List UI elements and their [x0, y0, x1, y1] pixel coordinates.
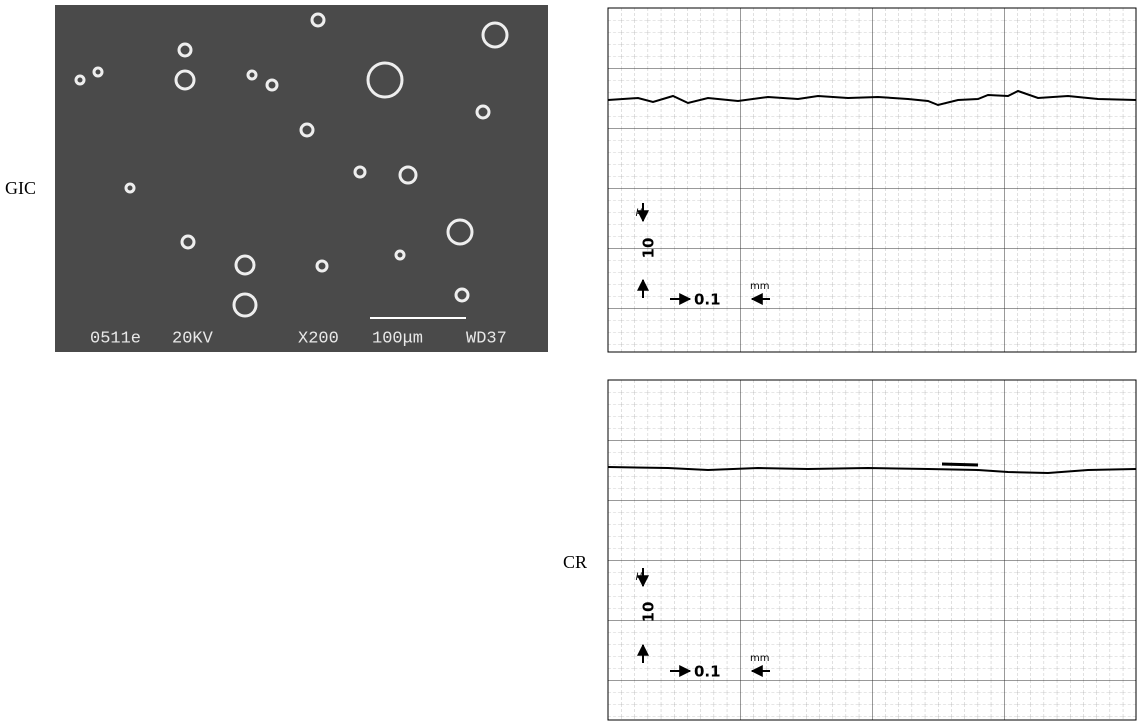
vertical-unit: μ: [635, 206, 642, 217]
sem-caption: 100μm: [372, 329, 423, 348]
horizontal-unit: mm: [750, 653, 769, 664]
profile-chart: μ 10 0.1 mm: [607, 379, 1137, 721]
label-gic: GIC: [5, 178, 36, 198]
sem-caption: X200: [298, 329, 339, 348]
sem-caption: WD37: [466, 329, 507, 348]
label-cr: CR: [563, 552, 587, 572]
vertical-scale: 10: [640, 238, 658, 259]
horizontal-scale: 0.1: [694, 291, 721, 309]
horizontal-scale: 0.1: [694, 663, 721, 681]
sem-caption: 20KV: [172, 329, 214, 348]
craters: [74, 12, 509, 318]
vertical-unit: μ: [635, 570, 642, 581]
profile-chart: μ 10 0.1 mm: [607, 7, 1137, 353]
sem-image: 0511e 20KV X200 100μm WD37: [55, 5, 548, 352]
horizontal-unit: mm: [750, 281, 769, 292]
sem-caption: 0511e: [90, 329, 141, 348]
vertical-scale: 10: [640, 602, 658, 623]
